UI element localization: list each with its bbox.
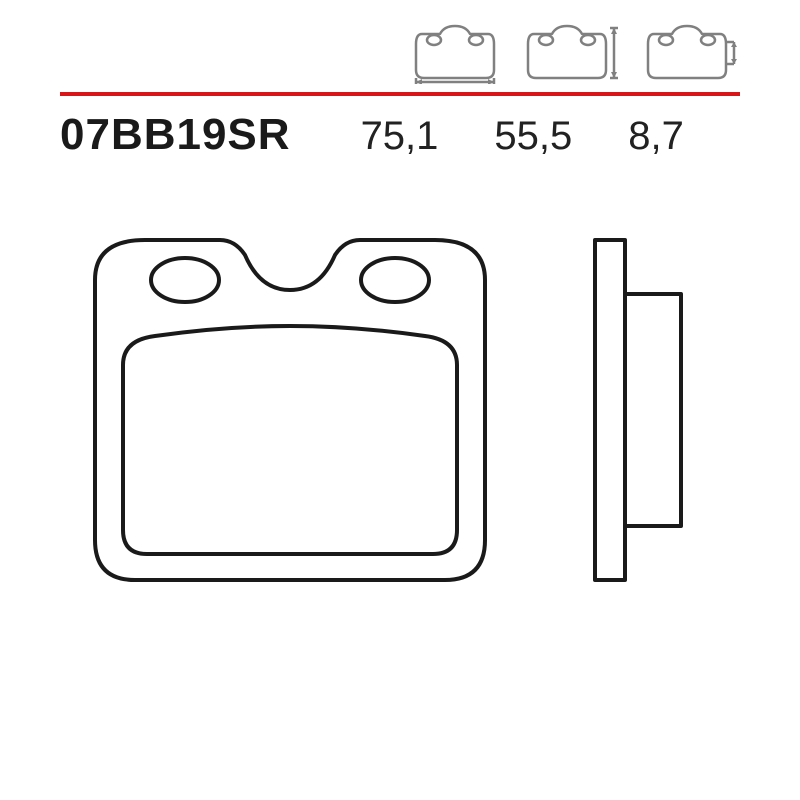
page-root: 07BB19SR 75,1 55,5 8,7 [0,0,800,800]
side-view [595,240,681,580]
width-icon [410,18,500,89]
dim-height: 55,5 [494,114,572,159]
thickness-icon [644,18,740,89]
header-icon-row [410,18,740,89]
header-row: 07BB19SR 75,1 55,5 8,7 [60,110,740,160]
height-icon [524,18,620,89]
technical-drawing [55,210,745,730]
front-view [95,240,485,580]
header-separator [60,92,740,96]
dim-width: 75,1 [361,114,439,159]
dimensions-row: 75,1 55,5 8,7 [361,114,684,159]
part-code: 07BB19SR [60,110,291,160]
dim-thickness: 8,7 [628,114,684,159]
